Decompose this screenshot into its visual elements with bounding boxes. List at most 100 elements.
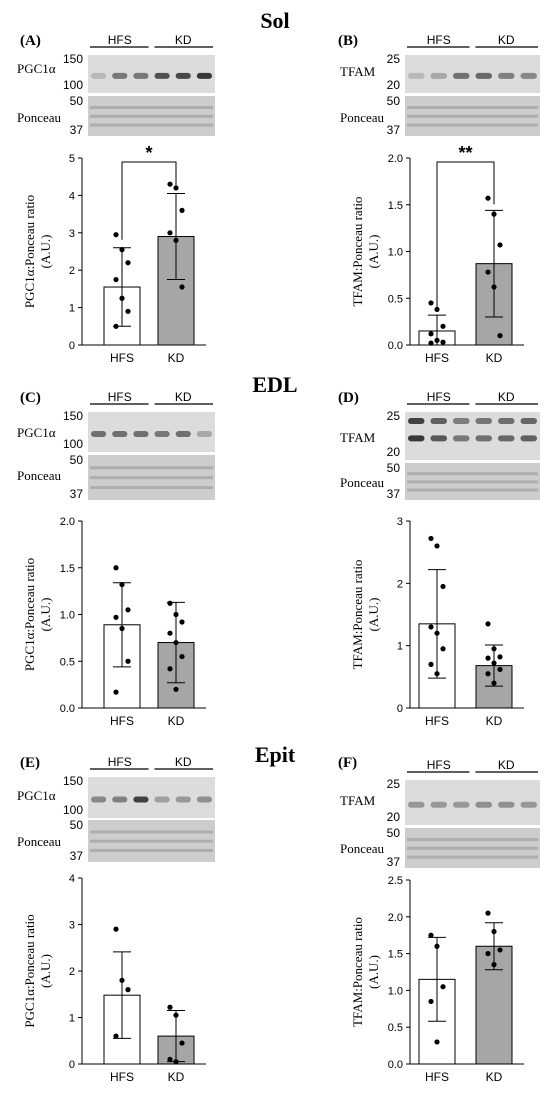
data-point xyxy=(485,671,491,677)
data-point xyxy=(428,340,434,346)
bracket-line xyxy=(436,161,495,308)
protein-band xyxy=(453,72,470,79)
ponceau-stripe xyxy=(90,476,213,480)
protein-band-upper xyxy=(498,418,515,424)
mw-label-lower: 100 xyxy=(63,803,83,817)
data-point xyxy=(428,661,434,667)
protein-band-upper xyxy=(453,418,470,424)
data-point xyxy=(491,680,497,686)
data-point xyxy=(167,630,173,636)
protein-name: TFAM xyxy=(340,793,376,808)
y-axis-title-units: (A.U.) xyxy=(38,954,53,988)
y-axis-title-units: (A.U.) xyxy=(366,235,381,269)
ponceau-stripe xyxy=(90,839,213,843)
data-point xyxy=(440,339,446,345)
blot-panel-a: HFS KD 150 100 50 37 PGC1α Ponceau xyxy=(17,33,215,137)
chart-e: 0 1 2 3 4 PGC1α:Ponceau ratio (A.U.) HFS KD xyxy=(22,873,206,1084)
data-point xyxy=(434,943,440,949)
mw-label-ponceau-upper: 50 xyxy=(387,461,401,475)
panel-label-e: (E) xyxy=(20,755,40,771)
data-point xyxy=(113,926,119,932)
protein-band xyxy=(175,72,191,79)
data-point xyxy=(428,331,434,337)
ponceau-stripe xyxy=(407,106,538,109)
data-point xyxy=(167,1056,173,1062)
category-label: KD xyxy=(168,714,185,728)
y-axis-title: TFAM:Ponceau ratio xyxy=(350,197,365,307)
y-tick-label: 4 xyxy=(69,190,75,202)
ponceau-name: Ponceau xyxy=(17,468,62,483)
data-point xyxy=(491,928,497,935)
ponceau-stripe xyxy=(407,472,538,476)
data-point xyxy=(491,660,497,666)
data-point xyxy=(119,295,125,301)
mw-label-upper: 150 xyxy=(63,774,83,788)
protein-blot-image xyxy=(405,412,540,460)
data-point xyxy=(119,625,125,632)
y-axis-title-units: (A.U.) xyxy=(366,598,381,632)
blot-panel-b: HFS KD 25 20 50 37 TFAM Ponceau xyxy=(340,33,540,137)
chart-a: 0 1 2 3 4 5 PGC1α:Ponceau ratio (A.U.) HFS KD * xyxy=(22,143,206,365)
y-tick-label: 3 xyxy=(397,516,403,528)
y-tick-label: 2 xyxy=(69,265,75,277)
significance-bracket: ** xyxy=(436,143,495,308)
protein-blot-image xyxy=(88,55,215,93)
protein-band xyxy=(112,431,128,437)
blot-panel-d: HFS KD 25 20 50 37 TFAM Ponceau xyxy=(340,390,540,501)
data-point xyxy=(173,185,179,191)
protein-blot-image xyxy=(88,777,215,818)
panel-label-c: (C) xyxy=(20,390,41,406)
protein-band xyxy=(520,801,537,808)
protein-band xyxy=(196,431,212,437)
y-axis-title-units: (A.U.) xyxy=(366,955,381,989)
data-point xyxy=(491,284,497,290)
ponceau-stripe xyxy=(90,466,213,470)
data-point xyxy=(179,653,185,660)
data-point xyxy=(485,195,491,201)
data-point xyxy=(125,607,131,613)
mw-label-lower: 20 xyxy=(387,445,401,459)
data-point xyxy=(179,1040,185,1046)
mw-label-ponceau-upper: 50 xyxy=(387,94,401,108)
mw-label-lower: 20 xyxy=(387,78,401,92)
y-tick-label: 0 xyxy=(69,340,75,352)
data-point xyxy=(485,269,491,275)
y-tick-label: 0.0 xyxy=(60,703,75,715)
protein-band xyxy=(453,435,470,442)
data-point xyxy=(485,655,491,661)
mw-label-lower: 100 xyxy=(63,78,83,92)
data-point xyxy=(167,600,173,606)
data-point xyxy=(173,686,179,692)
mw-label-ponceau-upper: 50 xyxy=(70,453,84,467)
protein-name: PGC1α xyxy=(17,425,56,440)
protein-blot-image xyxy=(405,780,540,825)
ponceau-name: Ponceau xyxy=(17,110,62,125)
group-label-kd: KD xyxy=(175,755,192,769)
ponceau-stripe xyxy=(407,488,538,492)
data-point xyxy=(434,543,440,549)
data-point xyxy=(125,260,131,266)
y-axis-title: PGC1α:Ponceau ratio xyxy=(22,914,37,1027)
data-point xyxy=(491,211,497,217)
mw-label-ponceau-lower: 37 xyxy=(387,855,401,869)
protein-band-upper xyxy=(520,418,537,424)
data-point xyxy=(173,639,179,646)
mw-label-ponceau-lower: 37 xyxy=(70,849,84,863)
data-point xyxy=(428,624,434,630)
data-point xyxy=(485,910,491,916)
protein-band xyxy=(498,435,515,442)
panel-label-f: (F) xyxy=(338,755,357,771)
mw-label-upper: 150 xyxy=(63,52,83,66)
category-label: HFS xyxy=(110,714,134,728)
blot-panel-f: HFS KD 25 20 50 37 TFAM Ponceau xyxy=(340,758,540,869)
section-title-edl: EDL xyxy=(252,372,297,397)
protein-band xyxy=(475,435,492,442)
protein-band xyxy=(520,435,537,442)
group-label-hfs: HFS xyxy=(108,33,132,47)
data-point xyxy=(173,611,179,618)
y-tick-label: 0.5 xyxy=(388,293,403,305)
significance-marker: * xyxy=(145,143,152,163)
blot-panel-c: HFS KD 150 100 50 37 PGC1α Ponceau xyxy=(17,390,215,501)
ponceau-name: Ponceau xyxy=(340,841,385,856)
data-point xyxy=(113,1033,119,1039)
